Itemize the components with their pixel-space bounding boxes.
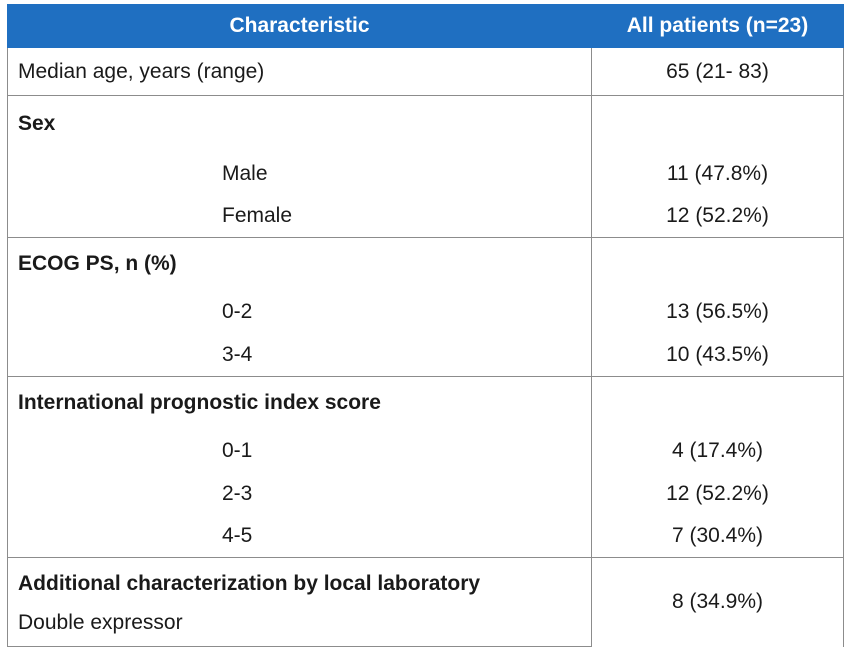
ecog-3-4-value: 10 (43.5%): [591, 333, 844, 377]
ipi-0-1-value: 4 (17.4%): [591, 429, 844, 473]
patient-characteristics-table-container: Characteristic All patients (n=23) Media…: [7, 4, 844, 647]
ipi-2-3-label: 2-3: [7, 472, 592, 516]
table-row-sex-female: Female 12 (52.2%): [7, 194, 844, 238]
table-row-ecog-heading: ECOG PS, n (%): [7, 237, 844, 291]
ecog-3-4-label: 3-4: [7, 333, 592, 377]
double-expressor-value: 8 (34.9%): [591, 557, 844, 647]
table-row-sex-heading: Sex: [7, 95, 844, 153]
sex-male-value: 11 (47.8%): [591, 152, 844, 195]
ipi-0-1-label: 0-1: [7, 429, 592, 473]
table-row-ecog-0-2: 0-2 13 (56.5%): [7, 290, 844, 334]
table-row-median-age: Median age, years (range) 65 (21- 83): [7, 47, 844, 96]
additional-heading: Additional characterization by local lab…: [7, 557, 592, 611]
median-age-label: Median age, years (range): [7, 47, 592, 96]
ecog-heading: ECOG PS, n (%): [7, 237, 592, 291]
empty-cell: [591, 237, 844, 291]
table-row-ipi-heading: International prognostic index score: [7, 376, 844, 430]
table-row-ipi-4-5: 4-5 7 (30.4%): [7, 515, 844, 558]
ipi-2-3-value: 12 (52.2%): [591, 472, 844, 516]
patient-characteristics-table: Characteristic All patients (n=23) Media…: [7, 4, 844, 647]
ipi-4-5-label: 4-5: [7, 515, 592, 558]
table-row-sex-male: Male 11 (47.8%): [7, 152, 844, 195]
sex-heading: Sex: [7, 95, 592, 153]
double-expressor-label: Double expressor: [7, 610, 592, 647]
median-age-value: 65 (21- 83): [591, 47, 844, 96]
ecog-0-2-value: 13 (56.5%): [591, 290, 844, 334]
header-characteristic: Characteristic: [7, 4, 592, 48]
table-row-ipi-0-1: 0-1 4 (17.4%): [7, 429, 844, 473]
table-row-ecog-3-4: 3-4 10 (43.5%): [7, 333, 844, 377]
sex-female-label: Female: [7, 194, 592, 238]
table-row-additional-heading: Additional characterization by local lab…: [7, 557, 844, 647]
ipi-4-5-value: 7 (30.4%): [591, 515, 844, 558]
ecog-0-2-label: 0-2: [7, 290, 592, 334]
table-header-row: Characteristic All patients (n=23): [7, 4, 844, 48]
ipi-heading: International prognostic index score: [7, 376, 592, 430]
empty-cell: [591, 376, 844, 430]
table-row-ipi-2-3: 2-3 12 (52.2%): [7, 472, 844, 516]
header-all-patients: All patients (n=23): [591, 4, 844, 48]
sex-female-value: 12 (52.2%): [591, 194, 844, 238]
sex-male-label: Male: [7, 152, 592, 195]
empty-cell: [591, 95, 844, 153]
